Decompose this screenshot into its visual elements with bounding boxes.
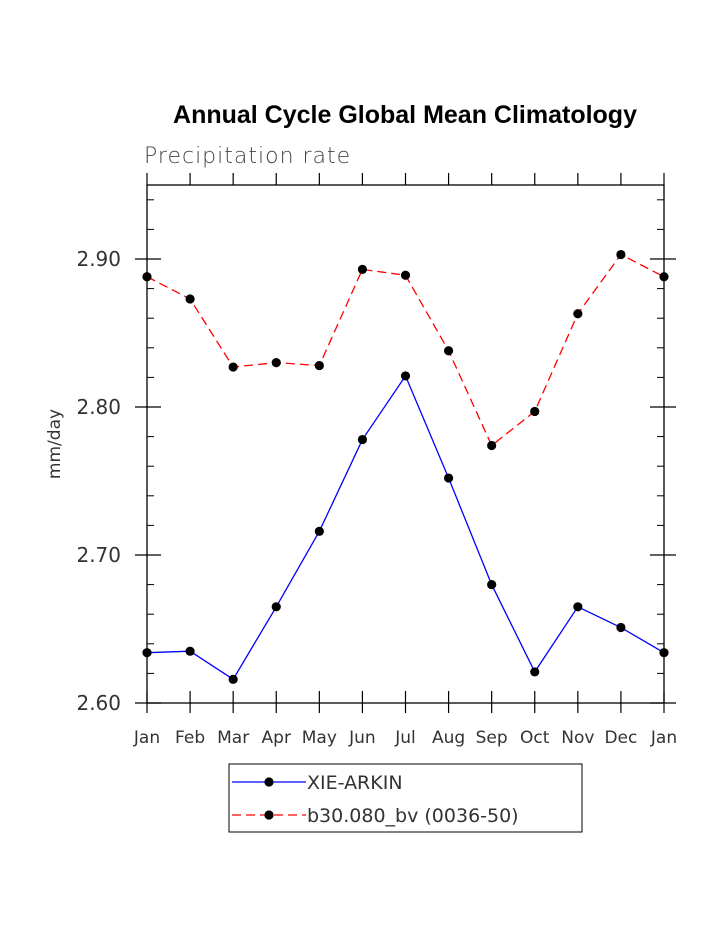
plot-frame [146,184,665,704]
x-tick-label: Sep [476,728,508,748]
legend-marker [264,810,274,820]
plot-area: Jan Feb Mar Apr May Jun Jul Aug Sep Oct Nov Dec Jan … [76,173,677,748]
data-point [616,249,626,260]
legend: XIE-ARKIN b30.080_bv (0036-50) [228,763,583,833]
y-tick-label: 2.60 [76,691,121,715]
x-tick-label: Feb [175,728,205,748]
data-point [357,434,368,445]
data-point [659,648,669,658]
data-point [400,371,411,381]
x-tick-label: May [302,728,337,748]
data-point [314,360,324,371]
data-point [228,362,238,372]
y-tick-labels: 2.60 2.70 2.80 2.90 [76,247,121,715]
x-tick-label: Aug [432,728,465,748]
data-point [271,358,281,368]
data-point [185,646,195,656]
x-tick-label: Jun [348,728,376,748]
tick-marks [135,173,676,713]
data-point [142,648,152,658]
legend-item: b30.080_bv (0036-50) [232,805,519,827]
data-point [271,602,281,612]
series-line [146,374,665,681]
series-line [146,253,665,447]
x-tick-label: Nov [561,728,594,748]
y-tick-label: 2.70 [76,543,121,567]
chart-subtitle: Precipitation rate [144,144,351,169]
legend-label: b30.080_bv (0036-50) [307,805,519,827]
legend-item: XIE-ARKIN [232,772,403,794]
data-point [530,406,540,417]
legend-box [228,763,583,833]
legend-marker [264,777,274,787]
data-point [530,667,540,677]
x-tick-label: Apr [262,728,291,748]
series-b30.080_bv (0036-50) [142,249,669,451]
x-tick-label: Jan [650,728,677,748]
legend-label: XIE-ARKIN [307,772,403,794]
x-tick-label: Jan [133,728,160,748]
data-point [314,526,324,536]
x-tick-label: Dec [604,728,637,748]
data-point [573,602,583,612]
x-tick-label: Oct [520,728,550,748]
x-tick-label: Mar [217,728,249,748]
data-point [443,346,454,356]
data-point [228,674,238,684]
data-point [573,309,583,319]
data-point [185,294,195,304]
data-point [443,473,454,483]
data-point [659,272,669,282]
series-group [142,249,669,684]
data-point [357,264,368,274]
series-XIE-ARKIN [142,371,669,684]
data-point [487,440,497,451]
y-tick-label: 2.90 [76,247,121,271]
data-point [616,622,626,633]
data-point [487,580,497,590]
data-point [400,270,411,280]
data-point [142,272,152,282]
x-tick-label: Jul [394,728,416,748]
x-tick-labels: Jan Feb Mar Apr May Jun Jul Aug Sep Oct Nov Dec Jan [133,728,677,748]
chart-title: Annual Cycle Global Mean Climatology [173,101,637,129]
y-axis-label: mm/day [45,409,65,479]
y-tick-label: 2.80 [76,395,121,419]
